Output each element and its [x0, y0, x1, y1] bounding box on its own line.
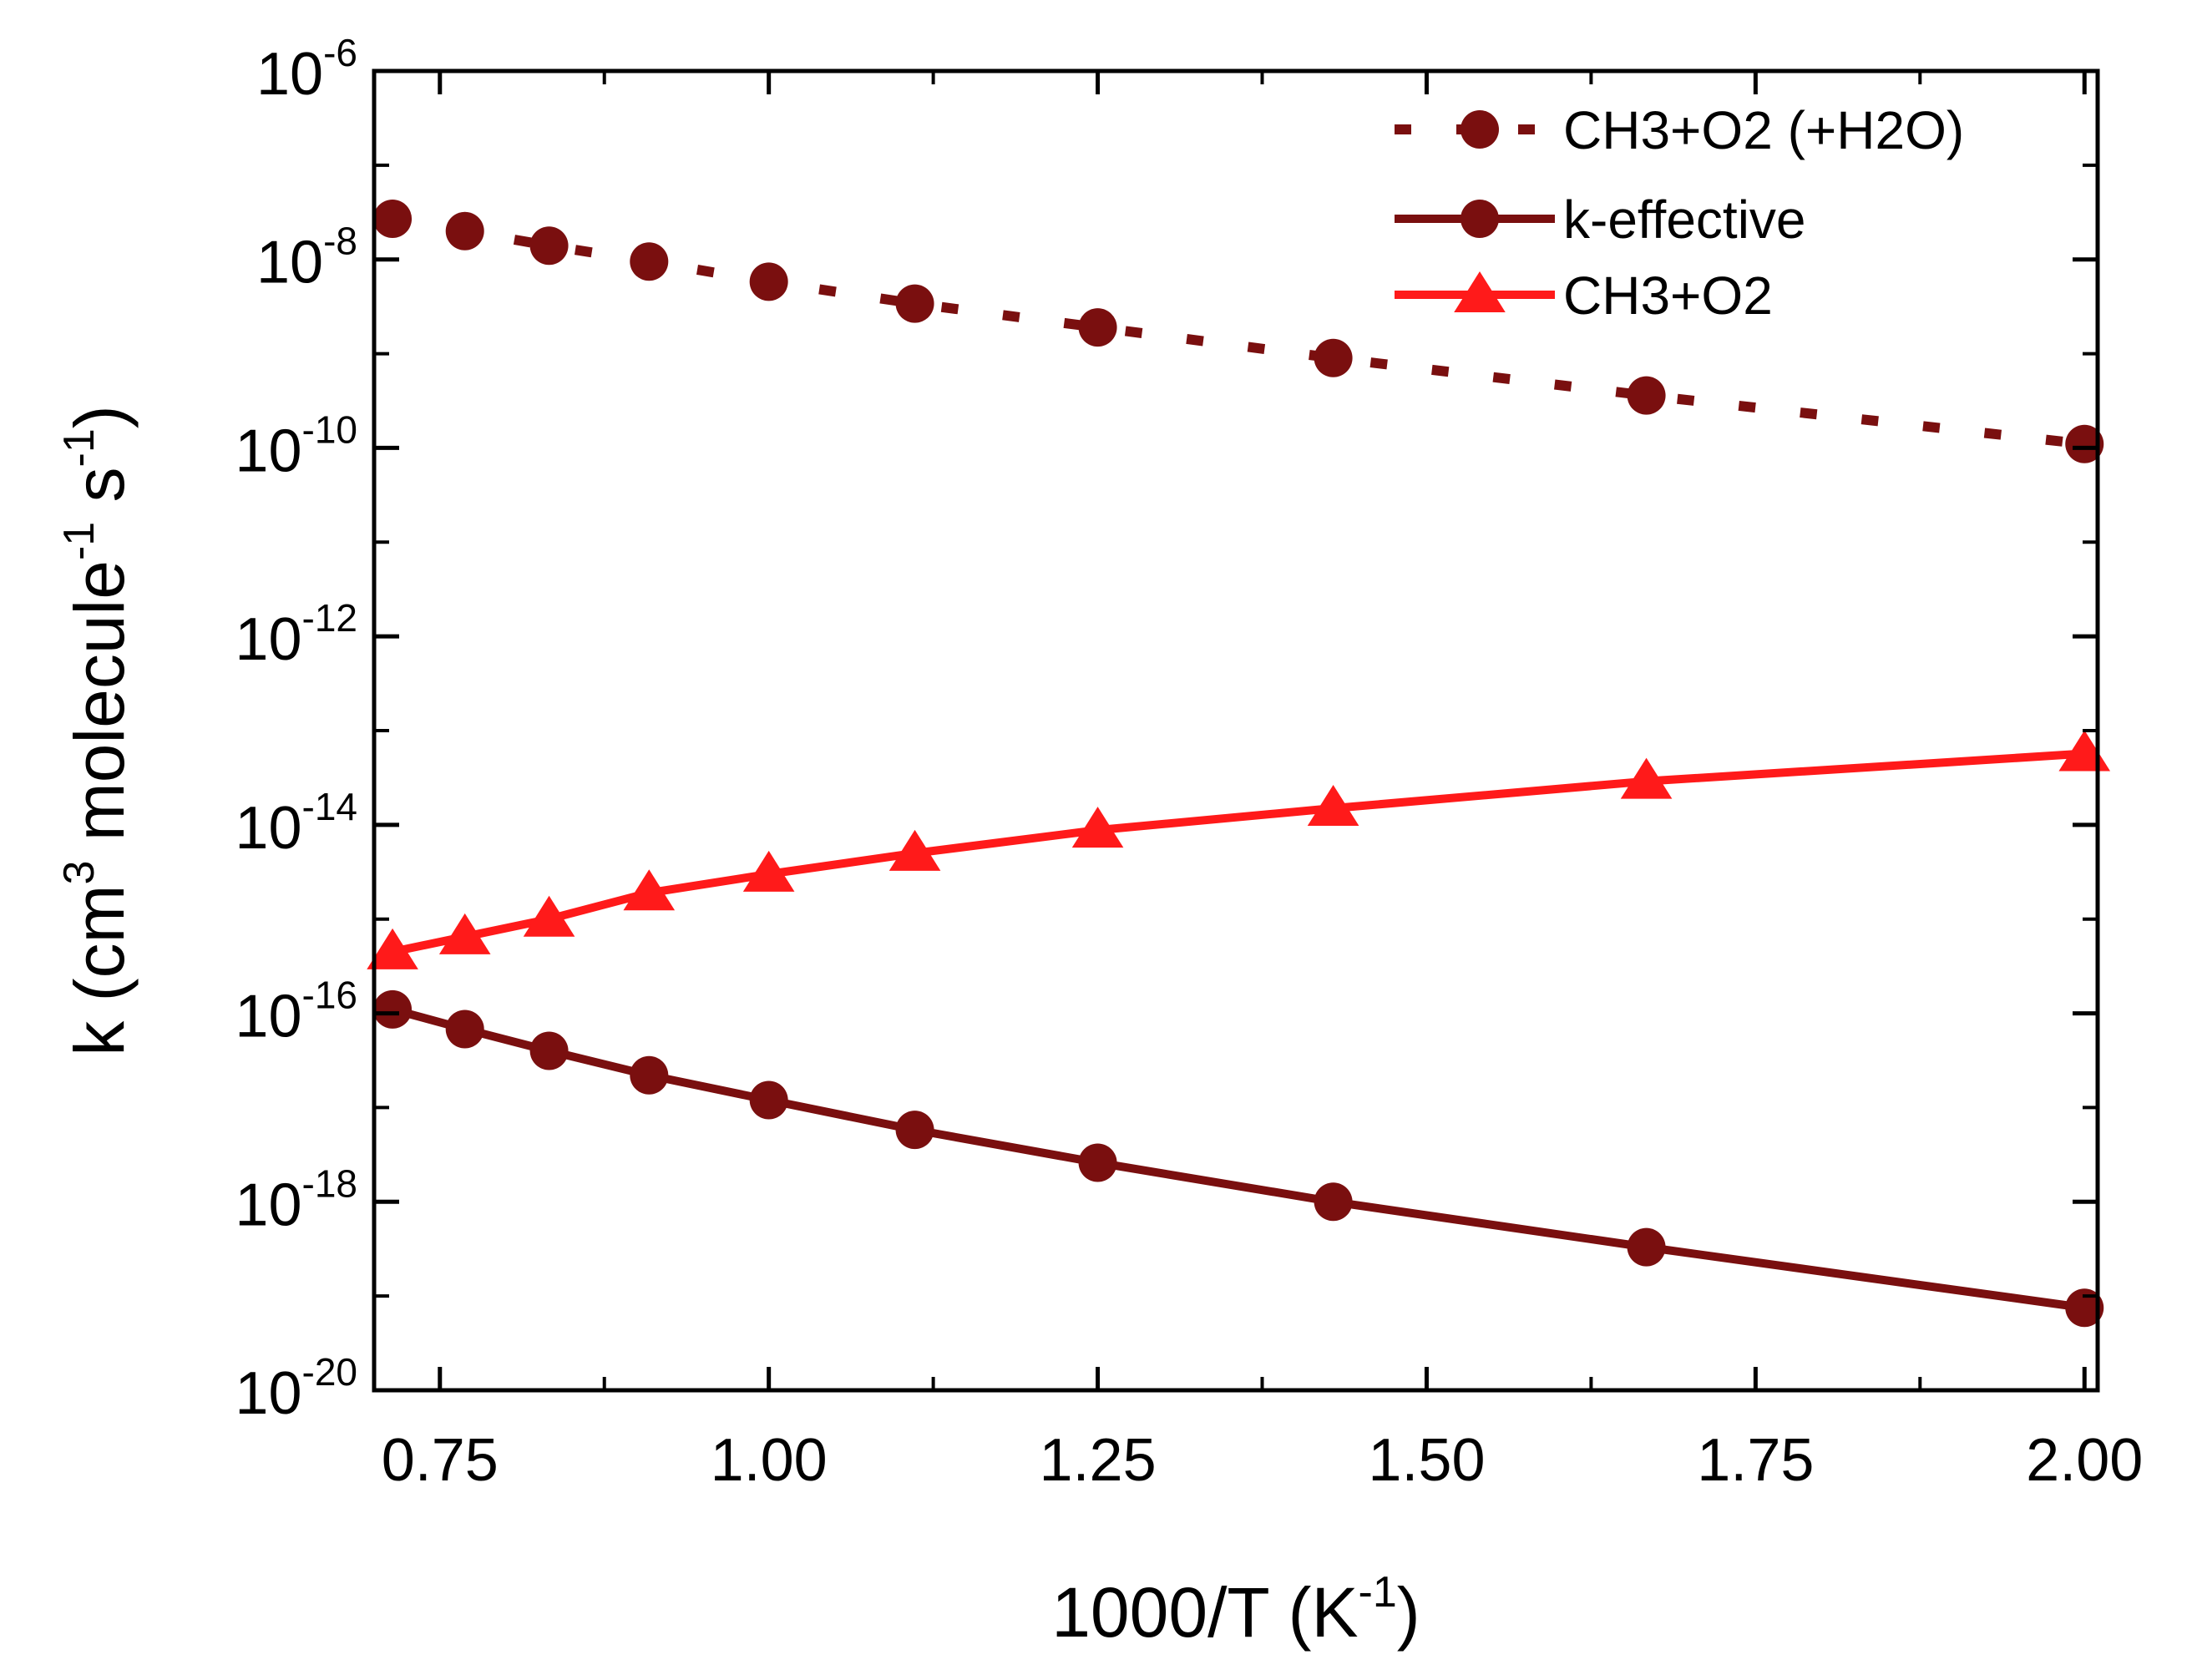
y-tick-label: 10-18 [235, 1161, 357, 1238]
y-tick-label: 10-12 [235, 596, 357, 673]
plot-markers [367, 200, 2111, 1328]
legend-marker-2 [1454, 271, 1506, 312]
series-marker-1 [1314, 1182, 1353, 1222]
legend-marker-1 [1461, 200, 1499, 238]
legend-marker-0 [1461, 110, 1499, 149]
series-marker-2 [1071, 807, 1124, 848]
axis-ticks [374, 68, 2098, 1393]
series-marker-1 [2065, 1288, 2104, 1328]
x-tick-label: 1.50 [1368, 1427, 1485, 1494]
series-marker-2 [742, 850, 795, 892]
series-marker-1 [630, 1055, 669, 1095]
series-marker-2 [523, 895, 575, 937]
series-marker-0 [1314, 338, 1353, 377]
x-axis-label: 1000/T (K-1) [1051, 1568, 1420, 1652]
series-marker-0 [630, 242, 669, 281]
series-marker-2 [1620, 757, 1673, 799]
x-tick-label: 1.25 [1039, 1427, 1156, 1494]
legend-label-0: CH3+O2 (+H2O) [1563, 100, 1964, 160]
legend: CH3+O2 (+H2O) k-effective CH3+O2 [1395, 100, 1964, 326]
series-marker-1 [445, 1010, 484, 1049]
series-line-1 [391, 1005, 2085, 1313]
y-tick-label: 10-6 [256, 31, 357, 108]
x-tick-label: 2.00 [2026, 1427, 2143, 1494]
series-marker-2 [623, 869, 676, 911]
legend-label-1: k-effective [1563, 190, 1806, 250]
series-marker-0 [445, 211, 484, 250]
series-marker-1 [895, 1111, 934, 1150]
x-tick-label: 1.00 [711, 1427, 828, 1494]
series-marker-0 [2065, 424, 2104, 463]
series-marker-1 [529, 1031, 569, 1070]
series-marker-1 [373, 989, 413, 1029]
series-marker-2 [367, 928, 418, 969]
series-marker-0 [373, 200, 413, 239]
series-marker-0 [1078, 308, 1117, 347]
series-marker-0 [529, 226, 569, 266]
series-marker-1 [1078, 1143, 1117, 1182]
series-marker-2 [1307, 784, 1359, 826]
series-marker-0 [895, 284, 934, 323]
y-tick-label: 10-20 [235, 1350, 357, 1427]
y-tick-label: 10-10 [235, 407, 357, 484]
plot-lines [391, 214, 2085, 1313]
series-marker-0 [749, 262, 788, 301]
x-tick-label: 1.75 [1697, 1427, 1814, 1494]
tick-labels: 0.75 1.00 1.25 1.50 1.75 2.00 10-20 10-18 10-16 1… [235, 31, 2143, 1494]
y-tick-label: 10-8 [256, 220, 357, 296]
series-line-2 [392, 749, 2085, 956]
series-marker-1 [749, 1080, 788, 1120]
series-marker-2 [888, 829, 941, 871]
y-tick-label: 10-14 [235, 785, 357, 862]
series-marker-0 [1627, 376, 1666, 415]
y-axis-label: k (cm3 molecule-1 s-1) [55, 405, 139, 1056]
axis-labels: 1000/T (K-1) k (cm3 molecule-1 s-1) [55, 405, 1420, 1652]
series-marker-2 [438, 913, 491, 954]
y-tick-label: 10-16 [235, 974, 357, 1050]
legend-label-2: CH3+O2 [1563, 266, 1773, 326]
series-marker-1 [1627, 1227, 1666, 1267]
x-tick-label: 0.75 [382, 1427, 499, 1494]
